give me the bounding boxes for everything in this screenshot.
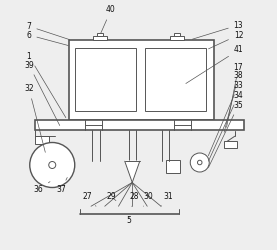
Bar (145, 48, 206, 111)
Circle shape (198, 160, 202, 165)
Bar (75, 48, 136, 111)
Text: 13: 13 (193, 20, 243, 39)
Text: 1: 1 (27, 52, 66, 118)
Text: 38: 38 (224, 70, 243, 132)
Bar (68, 40, 214, 120)
Bar (170, 36, 184, 40)
Text: 17: 17 (227, 63, 243, 127)
Text: 36: 36 (34, 182, 50, 194)
Bar (35, 120, 243, 130)
Bar (174, 32, 180, 35)
Text: 28: 28 (130, 192, 140, 206)
Text: 7: 7 (27, 22, 70, 40)
Polygon shape (125, 161, 140, 182)
Circle shape (49, 162, 56, 168)
Text: 31: 31 (161, 192, 173, 206)
Text: 35: 35 (209, 100, 243, 168)
Text: 27: 27 (83, 192, 96, 206)
Text: 40: 40 (101, 6, 116, 33)
Bar (35, 136, 48, 144)
Circle shape (30, 142, 75, 188)
Bar (166, 160, 180, 172)
Text: 30: 30 (143, 192, 153, 206)
Text: 32: 32 (24, 84, 45, 152)
Bar (224, 140, 237, 147)
Text: 33: 33 (208, 80, 243, 156)
Bar (97, 32, 103, 35)
Text: 39: 39 (24, 60, 60, 126)
Text: 12: 12 (209, 30, 243, 49)
Text: 5: 5 (127, 216, 132, 225)
Text: 29: 29 (106, 192, 116, 201)
Bar (93, 36, 107, 40)
Text: 6: 6 (27, 30, 68, 46)
Text: 37: 37 (56, 178, 67, 194)
Text: 41: 41 (186, 46, 243, 84)
Text: 34: 34 (208, 90, 243, 161)
Circle shape (190, 153, 209, 172)
